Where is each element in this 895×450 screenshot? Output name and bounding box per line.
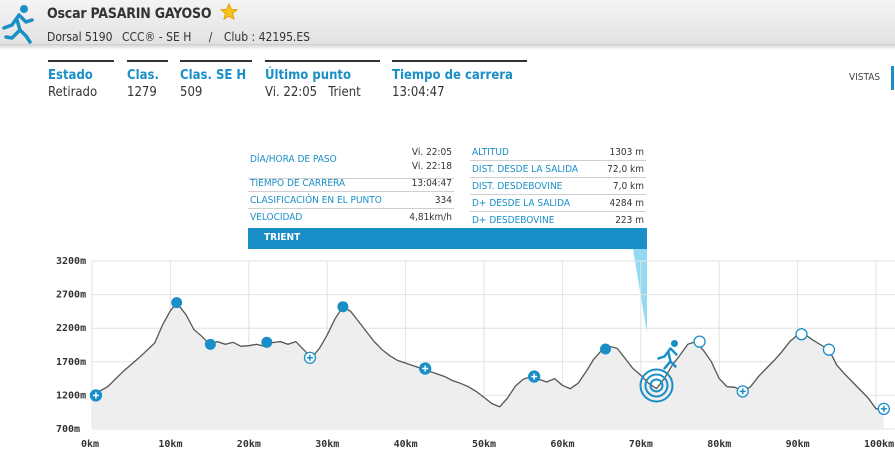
callout-pointer <box>633 249 647 333</box>
aid-station-icon[interactable] <box>89 389 103 402</box>
info-value: 4,81km/h <box>409 212 452 223</box>
stat-estado: Estado Retirado <box>48 60 114 100</box>
race-category: CCC® - SE H <box>121 30 192 44</box>
info-row-rank: CLASIFICACIÓN EN EL PUNTO 334 <box>248 192 454 209</box>
point-name: TRIENT <box>264 232 301 243</box>
info-value: 223 m <box>615 215 644 226</box>
info-row-altitude: ALTITUD 1303 m <box>470 144 646 161</box>
info-value: 7,0 km <box>612 181 644 192</box>
checkpoint-ring[interactable] <box>693 335 706 348</box>
views-button[interactable]: VISTAS <box>849 72 881 83</box>
runner-icon <box>2 5 34 44</box>
info-value: 1303 m <box>609 147 644 158</box>
stat-label: Último punto <box>265 68 352 83</box>
checkpoint-dot[interactable] <box>204 338 216 350</box>
info-row-time: DÍA/HORA DE PASO Vi. 22:05 Vi. 22:18 <box>248 146 454 179</box>
checkpoint-dot[interactable] <box>600 343 612 355</box>
aid-station-icon[interactable] <box>303 351 317 364</box>
x-tick-label: 60km <box>550 439 574 450</box>
x-tick-label: 100km <box>864 439 894 450</box>
y-tick-label: 2200m <box>56 323 86 334</box>
info-label: ALTITUD <box>472 147 509 158</box>
y-tick-label: 1700m <box>56 357 86 368</box>
y-tick-label: 3200m <box>56 256 86 267</box>
athlete-details: Dorsal 5190 CCC® - SE H / Club : 42195.E… <box>47 30 316 44</box>
aid-station-icon[interactable] <box>528 370 541 383</box>
info-row-race-time: TIEMPO DE CARRERA 13:04:47 <box>248 175 454 192</box>
info-row-elevation-gain-bovine: D+ DESDEBOVINE 223 m <box>470 212 646 228</box>
y-tick-label: 700m <box>56 424 80 435</box>
x-tick-label: 0km <box>81 439 99 450</box>
athlete-header: Oscar PASARIN GAYOSO Dorsal 5190 CCC® - … <box>0 0 895 50</box>
stat-label: Clas. <box>127 68 159 83</box>
x-tick-label: 50km <box>472 439 496 450</box>
info-label: D+ DESDE LA SALIDA <box>472 198 570 209</box>
info-row-speed: VELOCIDAD 4,81km/h <box>248 209 454 225</box>
info-label: TIEMPO DE CARRERA <box>250 178 346 189</box>
stat-label: Estado <box>48 68 93 83</box>
checkpoint-dot[interactable] <box>261 336 273 348</box>
profile-line <box>91 301 884 410</box>
stat-value: 1279 <box>127 85 157 100</box>
aid-station-icon[interactable] <box>736 385 749 398</box>
stat-value: Vi. 22:05 Trient <box>265 85 361 100</box>
stat-label: Tiempo de carrera <box>392 68 513 83</box>
checkpoint-dot[interactable] <box>171 297 183 309</box>
stat-clas: Clas. 1279 <box>127 60 168 100</box>
info-value: 334 <box>434 195 452 206</box>
club-name: Club : 42195.ES <box>223 30 311 44</box>
checkpoint-dot[interactable] <box>337 301 349 313</box>
x-tick-label: 90km <box>786 439 810 450</box>
info-label: DÍA/HORA DE PASO <box>250 154 337 165</box>
x-tick-label: 40km <box>394 439 418 450</box>
favorite-star-icon[interactable] <box>220 3 238 21</box>
stat-value: 509 <box>180 85 203 100</box>
y-tick-label: 2700m <box>56 290 86 301</box>
info-value: 13:04:47 <box>411 178 452 189</box>
info-value: 4284 m <box>609 198 644 209</box>
info-row-distance: DIST. DESDE LA SALIDA 72,0 km <box>470 161 646 178</box>
stat-value: 13:04:47 <box>392 85 445 100</box>
profile-area <box>92 302 884 429</box>
info-row-elevation-gain: D+ DESDE LA SALIDA 4284 m <box>470 195 646 212</box>
stat-ultimo-punto: Último punto Vi. 22:05 Trient <box>265 60 380 100</box>
separator: / <box>208 30 213 44</box>
info-label: DIST. DESDE LA SALIDA <box>472 164 578 175</box>
aid-station-icon[interactable] <box>877 402 890 415</box>
info-label: DIST. DESDEBOVINE <box>472 181 563 192</box>
x-tick-label: 30km <box>315 439 339 450</box>
stat-tiempo-carrera: Tiempo de carrera 13:04:47 <box>392 60 527 100</box>
y-tick-label: 1200m <box>56 390 86 401</box>
bib-number: Dorsal 5190 <box>47 30 113 44</box>
checkpoint-ring[interactable] <box>822 343 836 356</box>
stat-label: Clas. SE H <box>180 68 247 83</box>
x-tick-label: 80km <box>707 439 731 450</box>
x-tick-label: 20km <box>237 439 261 450</box>
info-label: D+ DESDEBOVINE <box>472 215 555 226</box>
info-value: Vi. 22:05 <box>411 147 452 158</box>
x-tick-label: 70km <box>629 439 653 450</box>
stat-clas-se-h: Clas. SE H 509 <box>180 60 252 100</box>
views-tab-indicator[interactable] <box>891 66 894 90</box>
current-position-icon[interactable] <box>639 339 678 403</box>
checkpoint-ring[interactable] <box>795 328 808 341</box>
aid-station-icon[interactable] <box>419 362 432 375</box>
athlete-name: Oscar PASARIN GAYOSO <box>47 6 212 22</box>
info-label: VELOCIDAD <box>250 212 303 223</box>
info-label: CLASIFICACIÓN EN EL PUNTO <box>250 195 382 206</box>
point-name-banner: TRIENT <box>248 228 647 249</box>
stat-value: Retirado <box>48 85 98 100</box>
info-row-distance-from-bovine: DIST. DESDEBOVINE 7,0 km <box>470 178 646 195</box>
info-value: Vi. 22:18 <box>411 161 452 172</box>
x-tick-label: 10km <box>158 439 182 450</box>
info-value: 72,0 km <box>607 164 644 175</box>
